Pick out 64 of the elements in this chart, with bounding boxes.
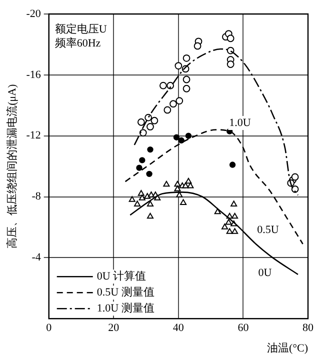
y-tick-label: -12 (26, 130, 41, 142)
point (147, 146, 154, 153)
point (174, 62, 182, 70)
point (138, 194, 146, 200)
point (146, 170, 152, 178)
point (128, 196, 136, 202)
x-axis-title: 油温(°C) (266, 341, 308, 354)
point (229, 162, 236, 168)
point (232, 212, 238, 219)
x-tick-label: 60 (238, 322, 250, 334)
point (164, 106, 172, 114)
point (176, 97, 184, 105)
point (160, 82, 167, 90)
point (182, 84, 190, 92)
y-tick-label: -20 (26, 8, 42, 20)
point (180, 199, 187, 205)
annotation: 0.5U (257, 224, 279, 236)
legend-label: 0.5U 测量值 (96, 286, 154, 298)
point (185, 178, 192, 184)
point (230, 200, 238, 206)
point (182, 76, 190, 84)
point (291, 173, 299, 181)
y-axis-title: 高压、低压绕组间的泄漏电流(μA) (5, 84, 18, 248)
point (137, 118, 145, 126)
y-tick-label: -4 (32, 252, 42, 264)
annotation: 额定电压U 频率60Hz (54, 22, 107, 50)
point (146, 123, 154, 130)
x-tick-label: 20 (108, 322, 120, 334)
point (178, 137, 184, 144)
point (139, 157, 146, 164)
point (139, 129, 147, 136)
point (185, 132, 192, 139)
point (226, 34, 234, 42)
point (170, 100, 177, 108)
point (174, 180, 181, 187)
point (221, 224, 228, 230)
point (134, 200, 141, 206)
point (226, 228, 233, 234)
y-tick-label: -16 (26, 68, 42, 81)
annotation: 0U (258, 266, 272, 279)
point (182, 54, 190, 62)
point (174, 185, 181, 192)
point (187, 182, 194, 188)
point (176, 192, 183, 198)
point (232, 228, 238, 234)
x-tick-label: 0 (46, 322, 52, 334)
y-tick-label: -8 (32, 190, 42, 203)
annotation: 1.0U (229, 116, 251, 129)
legend-label: 0U 计算值 (96, 269, 146, 282)
point (166, 82, 174, 90)
point (163, 180, 170, 187)
point (194, 42, 202, 50)
point (173, 134, 180, 140)
point (150, 116, 158, 124)
x-tick-label: 40 (172, 322, 184, 334)
point (138, 190, 144, 196)
point (146, 212, 154, 219)
point (146, 200, 154, 206)
legend-label: 1.0U 测量值 (96, 302, 154, 314)
point (136, 164, 142, 171)
point (226, 60, 234, 68)
point (214, 208, 221, 214)
x-tick-label: 80 (302, 322, 314, 334)
point (225, 218, 232, 225)
